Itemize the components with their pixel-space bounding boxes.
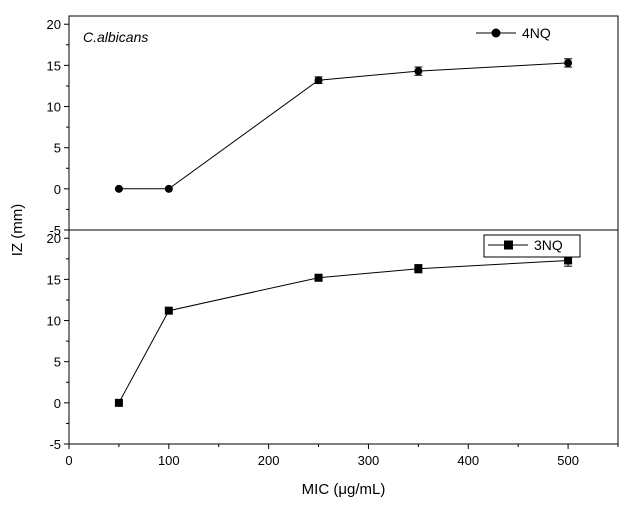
data-point-4NQ (114, 184, 123, 193)
data-point-3NQ (564, 256, 573, 265)
legend-box (483, 234, 581, 258)
y-tick-label: 20 (47, 231, 61, 246)
x-tick-label: 0 (65, 453, 72, 468)
data-point-3NQ (114, 398, 123, 407)
panel-frame-bottom (68, 229, 619, 445)
legend-label-3NQ: 3NQ (534, 237, 563, 253)
y-tick-label: 10 (47, 100, 61, 115)
data-point-3NQ (314, 273, 323, 282)
x-tick-label: 100 (158, 453, 180, 468)
panel-frame-top (68, 15, 619, 231)
y-tick-label: 5 (54, 355, 61, 370)
series-line-3NQ (118, 260, 569, 404)
data-point-4NQ (564, 58, 573, 67)
y-tick-label: 5 (54, 141, 61, 156)
y-axis-title: IZ (mm) (9, 204, 26, 256)
x-tick-label: 300 (358, 453, 380, 468)
x-tick-label: 200 (258, 453, 280, 468)
y-tick-label: -5 (49, 437, 61, 452)
y-tick-label: -5 (49, 223, 61, 238)
y-tick-label: 0 (54, 396, 61, 411)
x-tick-label: 500 (557, 453, 579, 468)
y-tick-label: 15 (47, 272, 61, 287)
y-tick-label: 10 (47, 314, 61, 329)
legend-label-4NQ: 4NQ (522, 25, 551, 41)
x-axis-title: MIC (μg/mL) (302, 481, 386, 498)
data-point-3NQ (414, 264, 423, 273)
data-point-4NQ (164, 184, 173, 193)
data-point-4NQ (314, 76, 323, 85)
y-tick-label: 15 (47, 58, 61, 73)
y-tick-label: 20 (47, 17, 61, 32)
series-line-4NQ (118, 62, 569, 190)
x-tick-label: 400 (457, 453, 479, 468)
y-tick-label: 0 (54, 182, 61, 197)
panel-annotation: C.albicans (83, 29, 148, 45)
data-point-3NQ (164, 306, 173, 315)
data-point-4NQ (414, 67, 423, 76)
legend-marker-3NQ (504, 240, 513, 250)
legend-marker-4NQ (491, 28, 501, 38)
